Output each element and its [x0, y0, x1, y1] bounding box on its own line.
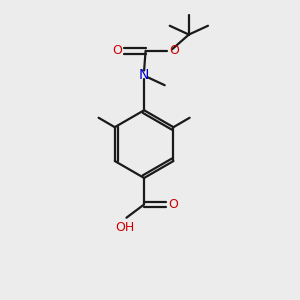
- Text: O: O: [169, 198, 178, 211]
- Text: O: O: [169, 44, 179, 57]
- Text: N: N: [139, 68, 149, 82]
- Text: O: O: [112, 44, 122, 57]
- Text: OH: OH: [115, 221, 135, 234]
